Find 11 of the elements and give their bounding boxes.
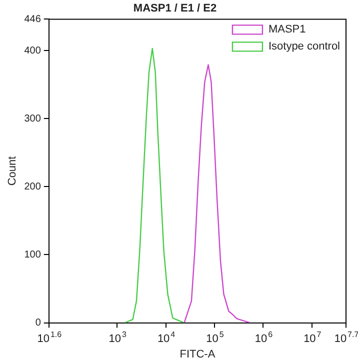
y-tick-label: 446 xyxy=(24,14,42,25)
legend-label: MASP1 xyxy=(268,24,306,36)
legend-label: Isotype control xyxy=(268,40,340,53)
y-tick-label: 400 xyxy=(24,45,42,56)
chart-title: MASP1 / E1 / E2 xyxy=(133,2,217,15)
y-axis-title: Count xyxy=(6,156,19,186)
y-tick-label: 0 xyxy=(35,318,42,329)
y-tick-label: 100 xyxy=(24,249,42,260)
x-axis-title: FITC-A xyxy=(180,348,216,360)
y-tick-label: 200 xyxy=(24,181,42,192)
y-tick-label: 300 xyxy=(24,113,42,124)
